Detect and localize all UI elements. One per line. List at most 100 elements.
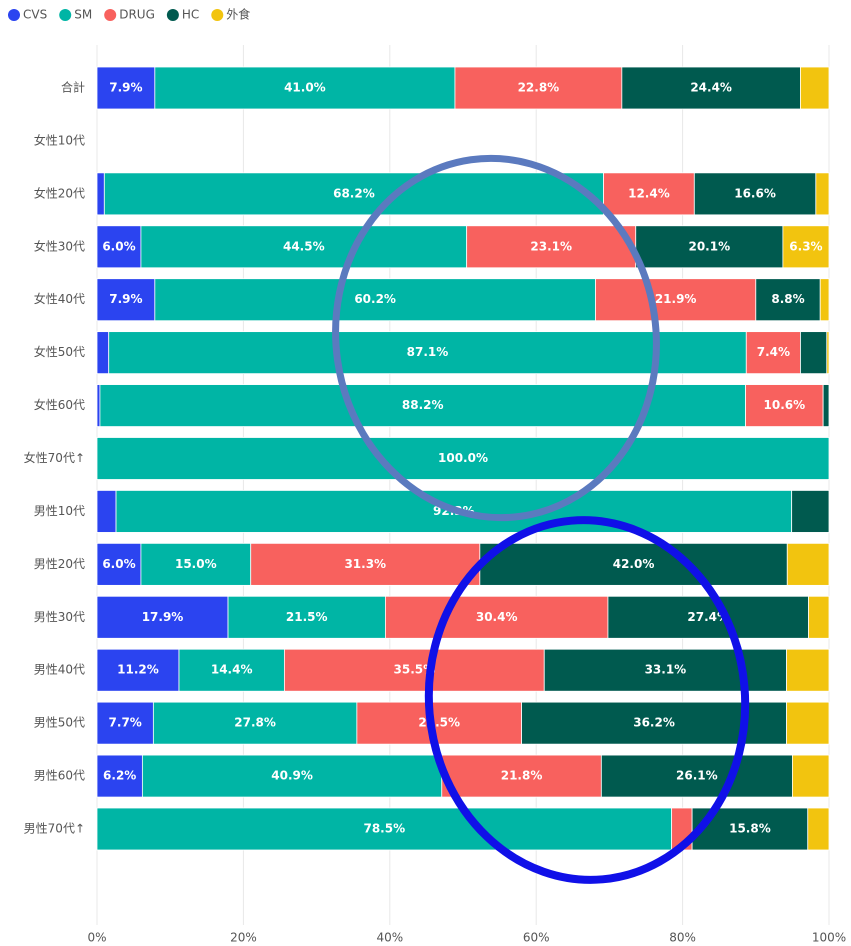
value-label: 7.4% (757, 345, 790, 359)
y-tick-label: 男性10代 (34, 504, 85, 518)
value-label: 40.9% (271, 769, 313, 783)
bar-segment (603, 172, 695, 216)
value-label: 22.8% (518, 81, 560, 95)
y-tick-label: 女性30代 (34, 238, 85, 253)
bar-segment (103, 172, 604, 216)
y-tick-label: 男性70代↑ (24, 822, 85, 836)
bar-segment (807, 807, 830, 851)
bar-segment (96, 225, 142, 269)
x-tick-label: 20% (230, 931, 257, 945)
value-label: 8.8% (771, 292, 804, 306)
value-label: 100.0% (438, 451, 488, 465)
value-label: 22.5% (418, 716, 460, 730)
bar-segment (96, 278, 156, 322)
bar-segment (479, 542, 788, 586)
bar-segment (108, 331, 747, 375)
value-label: 7.9% (109, 81, 142, 95)
bar-segment (782, 225, 830, 269)
value-label: 14.4% (211, 663, 253, 677)
value-label: 33.1% (645, 663, 687, 677)
value-label: 87.1% (407, 345, 449, 359)
legend-swatch (211, 9, 224, 21)
value-label: 20.1% (688, 239, 730, 253)
value-label: 44.5% (283, 239, 325, 253)
x-tick-label: 40% (376, 931, 403, 945)
value-label: 7.7% (109, 716, 142, 730)
y-tick-label: 男性30代 (34, 610, 85, 624)
bar-segment (96, 437, 830, 480)
y-tick-label: 女性20代 (34, 185, 85, 200)
value-label: 6.3% (789, 239, 822, 253)
bar-segment (607, 595, 809, 639)
value-label: 11.2% (117, 663, 159, 677)
bar-segment (385, 595, 609, 639)
bar-segment (140, 225, 468, 269)
bar-segment (621, 66, 801, 110)
bar-segment (466, 225, 637, 269)
x-tick-label: 100% (812, 931, 846, 945)
bar-segment (140, 542, 252, 586)
value-label: 42.0% (613, 557, 655, 571)
bar-segment (154, 278, 596, 322)
value-label: 27.8% (234, 716, 276, 730)
bar-segment (693, 172, 817, 216)
y-tick-label: 男性40代 (34, 663, 85, 677)
bar-segment (786, 648, 830, 692)
x-tick-label: 0% (87, 931, 106, 945)
value-label: 26.1% (676, 769, 718, 783)
value-label: 6.0% (102, 239, 135, 253)
bar-segment (96, 648, 180, 692)
y-tick-label: 女性70代↑ (24, 450, 85, 465)
legend-label: HC (182, 8, 199, 22)
bar-segment (826, 331, 830, 375)
value-label: 12.4% (628, 186, 670, 200)
bar-segment (441, 754, 602, 798)
bar-segment (152, 701, 358, 745)
bar-segment (96, 490, 117, 533)
bar-segment (96, 384, 101, 427)
legend-label: 外食 (226, 7, 250, 22)
value-label: 23.1% (530, 239, 572, 253)
bar-segment (96, 331, 110, 375)
y-tick-label: 男性60代 (34, 769, 85, 783)
bar-segment (786, 542, 830, 586)
y-tick-label: 女性60代 (34, 397, 85, 412)
bar-segment (635, 225, 784, 269)
value-label: 88.2% (402, 398, 444, 412)
bar-segment (791, 490, 830, 533)
y-tick-label: 男性20代 (34, 557, 85, 571)
bar-segment (356, 701, 522, 745)
legend-swatch (166, 9, 179, 21)
bar-segment (250, 542, 481, 586)
value-label: 24.4% (690, 81, 732, 95)
value-label: 68.2% (333, 186, 375, 200)
value-label: 6.0% (102, 557, 135, 571)
value-label: 7.9% (109, 292, 142, 306)
value-label: 30.4% (476, 610, 518, 624)
value-label: 36.2% (633, 716, 675, 730)
bar-segment (792, 754, 830, 798)
y-tick-label: 女性40代 (34, 291, 85, 306)
bar-segment (800, 66, 830, 110)
legend-label: DRUG (119, 8, 155, 22)
bar-segment (819, 278, 830, 322)
legend-swatch (59, 9, 72, 21)
bar-segment (96, 172, 105, 216)
value-label: 78.5% (363, 822, 405, 836)
value-label: 21.5% (286, 610, 328, 624)
value-label: 15.8% (729, 822, 771, 836)
value-label: 10.6% (764, 398, 806, 412)
legend-label: CVS (23, 8, 47, 22)
bar-segment (595, 278, 757, 322)
bar-segment (96, 595, 229, 639)
bar-segment (815, 172, 830, 216)
bar-segment (283, 648, 545, 692)
annotation-ellipse (424, 516, 750, 884)
bar-segment (822, 384, 830, 427)
value-label: 21.8% (501, 769, 543, 783)
bar-segment (227, 595, 386, 639)
bar-segment (96, 754, 143, 798)
bar-segment (600, 754, 793, 798)
